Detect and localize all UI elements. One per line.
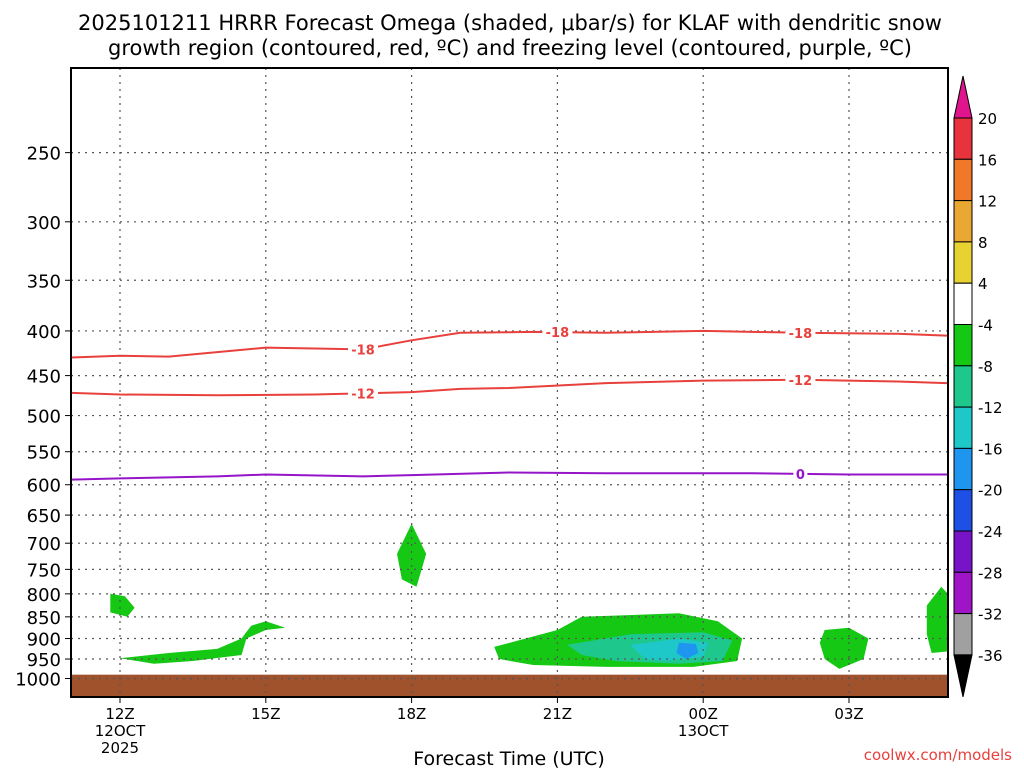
x-tick-label-03z: 03Z: [834, 705, 863, 723]
colorbar-label--24: -24: [978, 523, 1003, 541]
colorbar-label-12: 12: [978, 193, 997, 211]
contour-label-bg-1-0: [348, 386, 378, 401]
y-tick-label-550: 550: [27, 443, 61, 464]
colorbar-band-6: [953, 365, 973, 408]
y-tick-label-950: 950: [27, 650, 61, 671]
colorbar-band-7: [953, 406, 973, 449]
colorbar-band-1: [953, 158, 973, 202]
site-credit: coolwx.com/models: [864, 746, 1012, 764]
y-tick-label-250: 250: [27, 144, 61, 165]
colorbar-band-5: [953, 324, 973, 367]
contour-label-bg-2-0: [793, 466, 808, 481]
colorbar-label--8: -8: [978, 358, 993, 376]
colorbar-legend: 20 16 12 8 4 -4 -8 -12 -16 -20 -24 -28 -32 -36: [953, 75, 1003, 698]
colorbar-label--16: -16: [978, 440, 1003, 458]
y-tick-label-700: 700: [27, 534, 61, 555]
x-tick-label-00z: 00Z: [689, 705, 718, 723]
contour-label-bg-0-1: [542, 325, 573, 340]
omega-region-8: [926, 586, 948, 653]
y-tick-label-400: 400: [27, 322, 61, 343]
y-tick-label-450: 450: [27, 367, 61, 388]
colorbar-label--28: -28: [978, 564, 1003, 582]
contour-label-bg-0-2: [785, 325, 816, 340]
ground-terrain: [71, 674, 948, 697]
contour--18: [71, 329, 948, 359]
contour-label-bg-1-1: [785, 372, 816, 387]
x-tick-label-21z: 21Z: [543, 705, 572, 723]
contour-label--18: -18: [546, 326, 570, 341]
omega-region-0: [110, 593, 135, 617]
colorbar-band-12: [953, 613, 973, 656]
x-tick-label-15z: 15Z: [251, 705, 280, 723]
colorbar-top-arrow: [953, 75, 973, 119]
colorbar-label-16: 16: [978, 151, 997, 169]
colorbar-label--20: -20: [978, 482, 1003, 500]
contour-label--12: -12: [351, 387, 375, 402]
contour-label-0: 0: [796, 468, 805, 483]
y-tick-label-650: 650: [27, 506, 61, 527]
contour-0: [71, 471, 948, 481]
omega-region-7: [819, 627, 869, 669]
colorbar-band-8: [953, 447, 973, 491]
contour-label-bg-0-0: [348, 342, 378, 357]
colorbar-label-20: 20: [978, 110, 997, 128]
y-tick-label-850: 850: [27, 608, 61, 629]
y-tick-label-900: 900: [27, 630, 61, 651]
colorbar-label-8: 8: [978, 234, 988, 252]
y-tick-label-600: 600: [27, 476, 61, 497]
colorbar-label--36: -36: [978, 647, 1003, 665]
title: 2025101211 HRRR Forecast Omega (shaded, …: [78, 11, 942, 60]
x-tick-label-13oct: 13OCT: [678, 722, 729, 740]
y-tick-label-350: 350: [27, 271, 61, 292]
y-tick-label-500: 500: [27, 407, 61, 428]
x-tick-label-12oct: 12OCT: [95, 722, 146, 740]
contour-label--18: -18: [789, 327, 813, 342]
colorbar-label-4: 4: [978, 275, 988, 293]
y-tick-label-300: 300: [27, 213, 61, 234]
x-tick-label-12z: 12Z: [105, 705, 134, 723]
colorbar-band-9: [953, 489, 973, 532]
plot-content: -18 -18 -18 -12 -12 0: [71, 68, 948, 697]
omega-region-1: [120, 621, 286, 664]
colorbar-band-11: [953, 571, 973, 615]
colorbar-bottom-arrow: [953, 654, 973, 698]
y-tick-label-750: 750: [27, 560, 61, 581]
y-tick-label-1000: 1000: [15, 669, 61, 690]
title-line-2: growth region (contoured, red, ºC) and f…: [108, 36, 912, 60]
colorbar-band-3: [953, 241, 973, 284]
plot-area: -18 -18 -18 -12 -12 0 250 300 350 400 450 500 550 600…: [15, 67, 949, 757]
title-line-1: 2025101211 HRRR Forecast Omega (shaded, …: [78, 11, 942, 35]
omega-region-6: [676, 642, 699, 659]
contour-label--12: -12: [789, 374, 813, 389]
omega-region-2: [397, 523, 427, 587]
y-tick-label-800: 800: [27, 585, 61, 606]
colorbar-label--12: -12: [978, 399, 1003, 417]
plot-frame: [70, 67, 949, 698]
colorbar-band-4: [953, 282, 973, 326]
contour--12: [71, 378, 948, 397]
contour-label--18: -18: [351, 343, 375, 358]
x-tick-label-2025: 2025: [101, 739, 139, 757]
colorbar-label--32: -32: [978, 606, 1003, 624]
colorbar-label--4: -4: [978, 317, 993, 335]
colorbar-band-2: [953, 200, 973, 243]
colorbar-band-0: [953, 117, 973, 160]
x-axis-label: Forecast Time (UTC): [413, 748, 604, 768]
x-tick-label-18z: 18Z: [397, 705, 426, 723]
colorbar-band-10: [953, 530, 973, 573]
